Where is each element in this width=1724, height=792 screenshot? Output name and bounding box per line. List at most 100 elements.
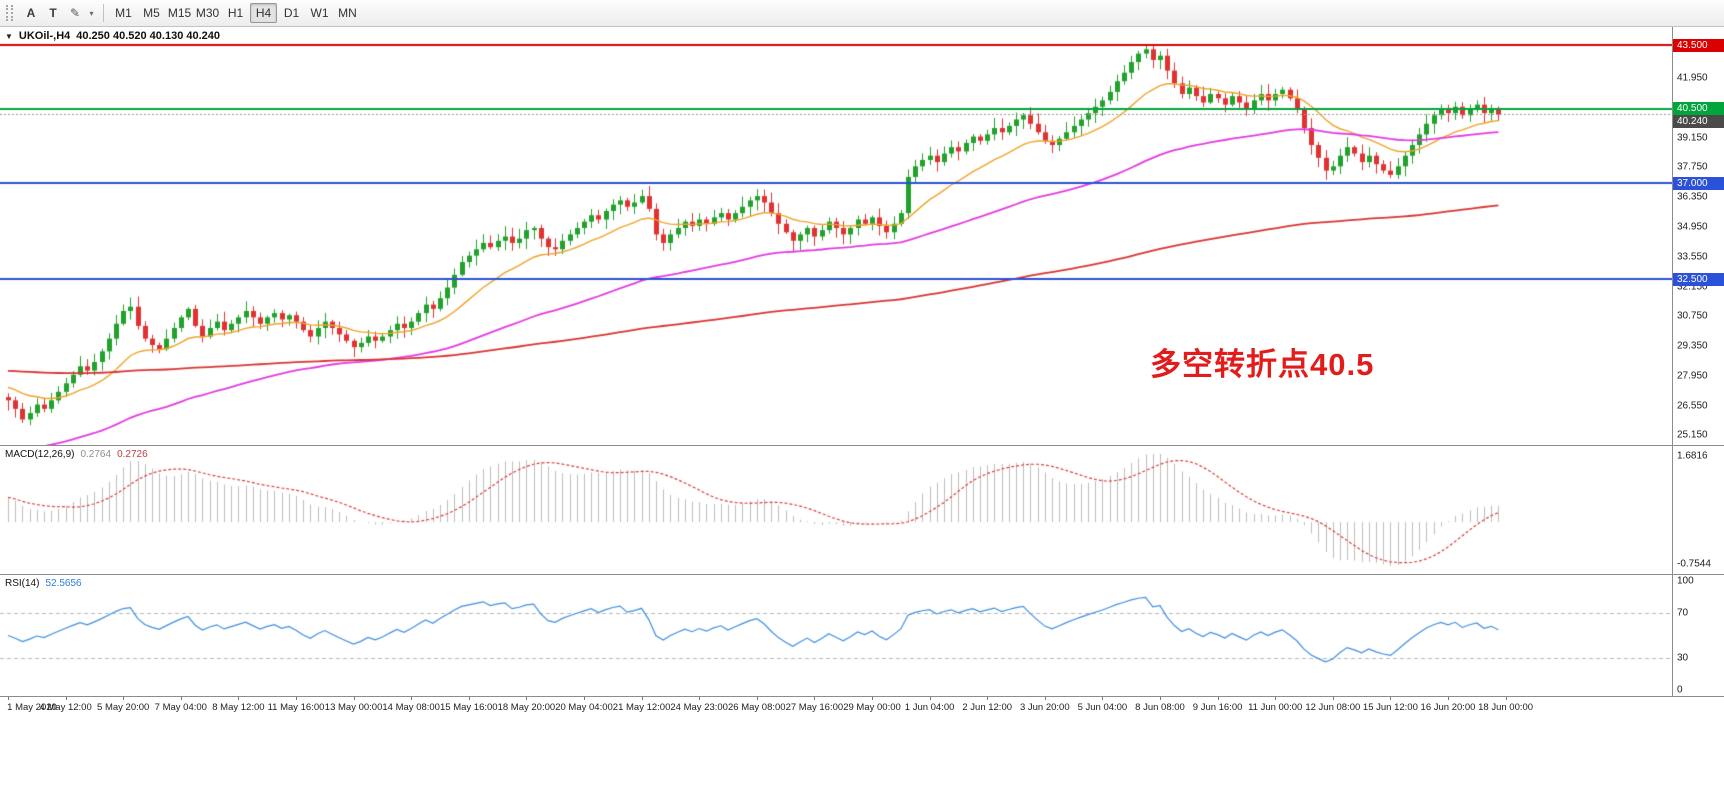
time-tick (1448, 697, 1449, 700)
price-chart-canvas[interactable] (0, 27, 1672, 445)
price-badge: 43.500 (1673, 38, 1724, 52)
time-tick (1160, 697, 1161, 700)
time-label: 29 May 00:00 (843, 702, 901, 713)
chart-title[interactable]: ▼ UKOil-,H4 40.250 40.520 40.130 40.240 (5, 30, 220, 42)
rsi-value: 52.5656 (45, 578, 82, 589)
time-tick (1506, 697, 1507, 700)
time-tick (1390, 697, 1391, 700)
timeframe-d1[interactable]: D1 (283, 6, 300, 20)
toolbar-grip[interactable] (6, 5, 13, 21)
dropdown-triangle-icon[interactable]: ▼ (5, 31, 13, 41)
time-label: 12 Jun 08:00 (1305, 702, 1361, 713)
rsi-axis-tick: 100 (1677, 575, 1694, 587)
rsi-axis-tick: 30 (1677, 652, 1689, 664)
time-label: 11 May 16:00 (267, 702, 325, 713)
thumbnail-button[interactable]: T (49, 6, 57, 20)
time-tick (757, 697, 758, 700)
rsi-canvas[interactable] (0, 575, 1672, 696)
macd-name: MACD(12,26,9) (5, 449, 75, 460)
time-tick (1218, 697, 1219, 700)
time-label: 1 Jun 04:00 (904, 702, 955, 713)
time-label: 16 Jun 20:00 (1420, 702, 1476, 713)
rsi-name: RSI(14) (5, 578, 40, 589)
rsi-axis-tick: 0 (1677, 684, 1683, 696)
time-label: 4 May 12:00 (39, 702, 92, 713)
timeframe-mn[interactable]: MN (338, 6, 357, 20)
timeframe-m5[interactable]: M5 (143, 6, 160, 20)
time-tick (987, 697, 988, 700)
toolbar: A T ✎ ▾ M1 M5 M15 M30 H1 H4 D1 W1 MN (0, 0, 1724, 27)
price-tick: 29.350 (1677, 340, 1708, 352)
timeframe-buttons: M1 M5 M15 M30 H1 H4 D1 W1 MN (110, 3, 361, 23)
time-tick (584, 697, 585, 700)
macd-axis[interactable]: 1.6816 -0.7544 (1672, 446, 1724, 574)
panel-separator[interactable] (0, 445, 1724, 446)
time-label: 24 May 23:00 (670, 702, 728, 713)
time-label: 21 May 12:00 (612, 702, 671, 713)
time-label: 27 May 16:00 (785, 702, 844, 713)
timeframe-h4[interactable]: H4 (250, 3, 277, 23)
timeframe-h1[interactable]: H1 (227, 6, 244, 20)
chevron-down-icon[interactable]: ▾ (89, 8, 94, 18)
time-label: 3 Jun 20:00 (1019, 702, 1070, 713)
time-label: 5 May 20:00 (97, 702, 150, 713)
price-badge: 40.240 (1673, 115, 1724, 129)
text-annotation-button[interactable]: A (26, 6, 36, 20)
timeframe-w1[interactable]: W1 (310, 6, 329, 20)
time-tick (66, 697, 67, 700)
time-label: 5 Jun 04:00 (1077, 702, 1128, 713)
time-tick (411, 697, 412, 700)
rsi-label: RSI(14) 52.5656 (5, 578, 82, 589)
chart-workspace: ▼ UKOil-,H4 40.250 40.520 40.130 40.240 … (0, 27, 1724, 716)
price-tick: 25.150 (1677, 429, 1708, 441)
rsi-axis[interactable]: 100 70 30 0 (1672, 575, 1724, 696)
toolbar-separator (103, 4, 104, 22)
price-tick: 27.950 (1677, 370, 1708, 382)
panel-separator[interactable] (0, 574, 1724, 575)
time-tick (1102, 697, 1103, 700)
timeframe-m1[interactable]: M1 (115, 6, 132, 20)
time-label: 13 May 00:00 (324, 702, 383, 713)
time-label: 1 May 2020 (7, 702, 57, 713)
macd-axis-min: -0.7544 (1677, 558, 1711, 570)
price-tick: 39.150 (1677, 132, 1708, 144)
time-tick (1333, 697, 1334, 700)
price-tick: 34.950 (1677, 221, 1708, 233)
price-tick: 32.150 (1677, 281, 1708, 293)
macd-main-value: 0.2764 (80, 449, 112, 460)
price-tick: 37.750 (1677, 161, 1708, 173)
timeframe-m30[interactable]: M30 (195, 6, 220, 20)
ohlc-values: 40.250 40.520 40.130 40.240 (76, 30, 221, 42)
macd-axis-max: 1.6816 (1677, 450, 1708, 462)
chart-annotation: 多空转折点40.5 (1150, 347, 1375, 382)
time-tick (354, 697, 355, 700)
time-tick (930, 697, 931, 700)
rsi-panel: RSI(14) 52.5656 100 70 30 0 (0, 575, 1724, 696)
price-badge: 40.500 (1673, 102, 1724, 116)
price-axis[interactable]: 41.950 39.150 37.750 36.350 34.950 33.550 32.1… (1672, 27, 1724, 445)
price-tick: 33.550 (1677, 251, 1708, 263)
time-tick (181, 697, 182, 700)
macd-canvas[interactable] (0, 446, 1672, 574)
time-label: 14 May 08:00 (382, 702, 440, 713)
time-axis[interactable]: 1 May 2020 4 May 12:00 5 May 20:00 7 May 04… (0, 696, 1724, 716)
time-tick (296, 697, 297, 700)
time-label: 15 May 16:00 (440, 702, 498, 713)
time-label: 26 May 08:00 (728, 702, 786, 713)
time-label: 8 May 12:00 (212, 702, 265, 713)
price-tick: 41.950 (1677, 72, 1708, 84)
time-label: 11 Jun 00:00 (1248, 702, 1303, 713)
price-tick: 30.750 (1677, 310, 1708, 322)
price-tick: 26.550 (1677, 400, 1708, 412)
time-label: 15 Jun 12:00 (1362, 702, 1418, 713)
time-label: 18 May 20:00 (497, 702, 556, 713)
time-tick (526, 697, 527, 700)
time-tick (469, 697, 470, 700)
time-tick (699, 697, 700, 700)
pencil-icon[interactable]: ✎ (69, 6, 81, 20)
symbol-period-label: UKOil-,H4 (18, 30, 71, 42)
time-tick (123, 697, 124, 700)
time-label: 2 Jun 12:00 (962, 702, 1013, 713)
time-tick (238, 697, 239, 700)
timeframe-m15[interactable]: M15 (167, 6, 192, 20)
